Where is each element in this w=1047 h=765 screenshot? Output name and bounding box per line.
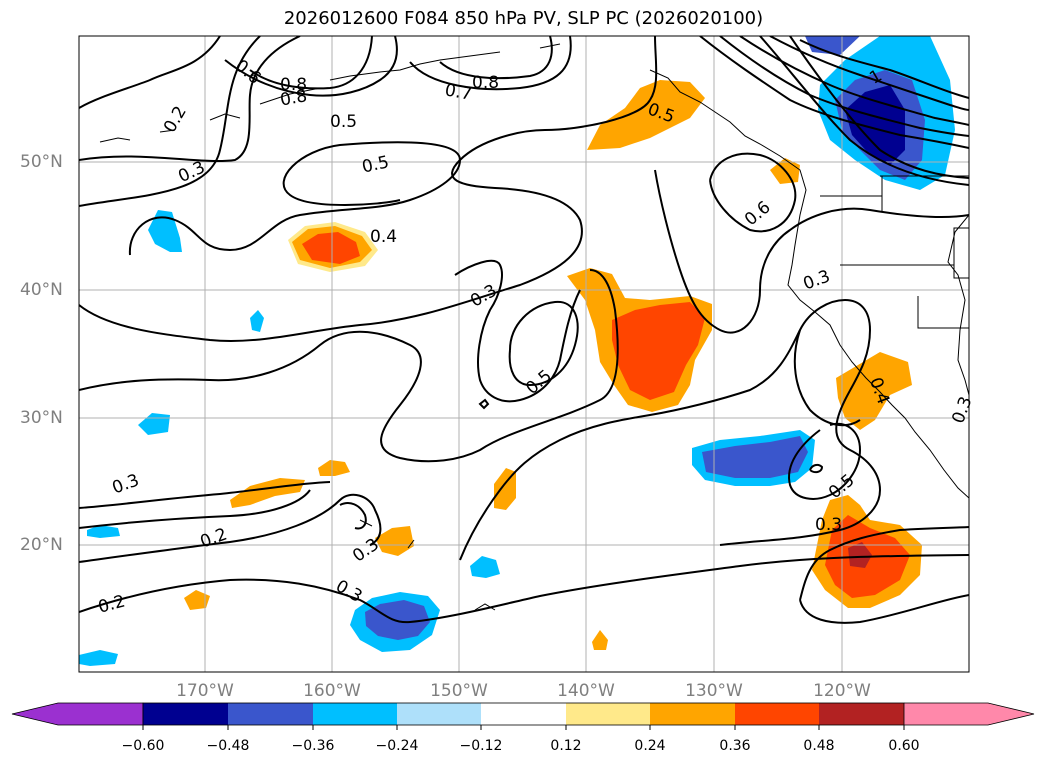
colorbar-segment [819,703,904,725]
lat-label-50n: 50°N [20,152,63,172]
contour-label: 0.8 [472,73,499,93]
contour-label: 0.4 [370,227,397,247]
contour-label: 0.5 [330,112,357,132]
lon-label-160w: 160°W [303,681,361,701]
pv-shading [79,36,955,666]
lat-label-30n: 30°N [20,408,63,428]
colorbar-tick-label: 0.24 [634,738,666,754]
coastlines [99,43,969,611]
colorbar-tick-label: 0.60 [888,738,920,754]
map-content [79,36,969,672]
colorbar-tick-label: −0.60 [121,738,165,754]
colorbar-tick-label: 0.48 [803,738,835,754]
colorbar-extend-high [904,703,1034,725]
map-frame [78,35,970,673]
contour-label: 0.8 [280,75,307,95]
lon-label-120w: 120°W [813,681,871,701]
colorbar-tick-label: −0.48 [206,738,250,754]
lon-label-140w: 140°W [557,681,615,701]
colorbar [11,702,1035,730]
colorbar-segment [566,703,650,725]
colorbar-tick-label: −0.12 [459,738,503,754]
slp-contours [79,36,969,624]
contour-label: 0.8 [279,86,309,110]
lon-label-130w: 130°W [685,681,743,701]
colorbar-segment [143,703,228,725]
plot-title: 2026012600 F084 850 hPa PV, SLP PC (2026… [283,8,764,29]
colorbar-segment [650,703,735,725]
colorbar-segment [228,703,313,725]
contour-label: 0.7 [443,80,473,104]
grid-lines [79,36,969,672]
colorbar-tick-label: 0.12 [550,738,582,754]
lon-label-170w: 170°W [176,681,234,701]
colorbar-tick-label: −0.36 [291,738,335,754]
colorbar-tick-label: −0.24 [375,738,419,754]
colorbar-segment [481,703,566,725]
contour-label: 0.3 [815,515,842,535]
colorbar-extend-low [11,702,144,726]
colorbar-tick-label: 0.36 [719,738,751,754]
lon-label-150w: 150°W [430,681,488,701]
colorbar-segment [735,703,819,725]
colorbar-segment [313,703,397,725]
colorbar-segment [397,703,481,725]
lat-label-20n: 20°N [20,535,63,555]
lat-label-40n: 40°N [20,280,63,300]
